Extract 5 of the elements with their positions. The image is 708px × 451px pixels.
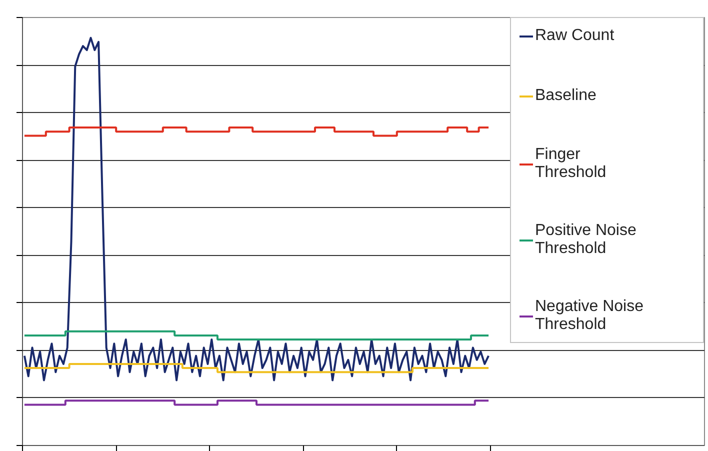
legend-label: Negative Noise Threshold xyxy=(535,298,644,334)
legend-label: Finger Threshold xyxy=(535,146,608,182)
legend-label: Raw Count xyxy=(535,27,616,45)
legend-label: Positive Noise Threshold xyxy=(535,222,638,258)
legend-label: Baseline xyxy=(535,87,598,105)
